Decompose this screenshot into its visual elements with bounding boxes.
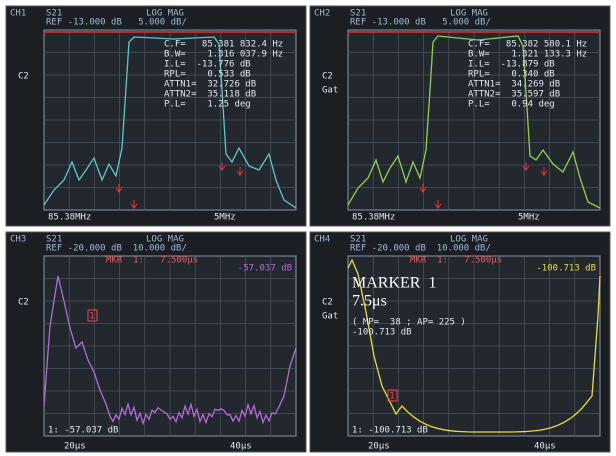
marker-arrow bbox=[434, 200, 442, 209]
trace bbox=[347, 35, 601, 209]
channel-label: CH2 bbox=[314, 9, 330, 19]
footer-label: 1: -100.713 dB bbox=[352, 426, 428, 436]
ref-label: REF -13.000 dB 5.000 dB/ bbox=[46, 18, 187, 28]
marker-big: MARKER 1 bbox=[352, 275, 436, 292]
format-label: LOG MAG bbox=[146, 235, 184, 245]
footer-label: 20μs bbox=[368, 442, 390, 452]
marker-box bbox=[387, 389, 398, 402]
footer-label: 85.38MHz bbox=[48, 213, 91, 223]
param-label: S21 bbox=[46, 9, 62, 19]
readout-line: B.W= 1.321 133.3 Hz bbox=[468, 50, 587, 60]
format-label: LOG MAG bbox=[450, 9, 488, 19]
marker-id: 1 bbox=[89, 312, 94, 322]
readout-line: ATTN2= 35.118 dB bbox=[164, 90, 256, 100]
readout-line: ATTN1= 34.269 dB bbox=[468, 80, 560, 90]
readout-line: P.L= 1.25 deg bbox=[164, 100, 251, 110]
readout-line: C.F= 85.382 580.1 Hz bbox=[468, 40, 587, 50]
side-label: Gat bbox=[322, 312, 338, 322]
readout-line: B.W= 1.316 037.9 Hz bbox=[164, 50, 283, 60]
readout-line: RPL= 0.533 dB bbox=[164, 70, 251, 80]
marker-arrow bbox=[130, 200, 138, 209]
ref-label: REF -20.000 dB 10.000 dB/ bbox=[350, 244, 491, 254]
footer-label: 5MHz bbox=[214, 213, 236, 223]
marker-box bbox=[87, 309, 98, 322]
side-label: C2 bbox=[18, 298, 29, 308]
side-label: C2 bbox=[18, 72, 29, 82]
readout-line: ATTN1= 32.726 dB bbox=[164, 80, 256, 90]
marker-value: -100.713 dB bbox=[536, 264, 596, 274]
marker-readout: MKR 1: 7.500μs bbox=[410, 256, 502, 266]
readout-line: P.L= 0.94 deg bbox=[468, 100, 555, 110]
trace bbox=[43, 36, 297, 209]
side-label: C2 bbox=[322, 72, 333, 82]
ref-label: REF -13.000 dB 5.000 dB/ bbox=[350, 18, 491, 28]
ref-label: REF -20.000 dB 10.000 dB/ bbox=[46, 244, 187, 254]
marker-arrow bbox=[540, 167, 548, 176]
param-label: S21 bbox=[350, 235, 366, 245]
readout-line: C.F= 85.381 832.4 Hz bbox=[164, 40, 283, 50]
footer-label: 40μs bbox=[230, 442, 252, 452]
param-label: S21 bbox=[350, 9, 366, 19]
marker-big: 7.5μs bbox=[352, 293, 387, 310]
footer-label: 5MHz bbox=[518, 213, 540, 223]
marker-readout: MKR 1: 7.500μs bbox=[106, 256, 198, 266]
format-label: LOG MAG bbox=[450, 235, 488, 245]
marker-arrow bbox=[522, 162, 530, 171]
marker-value: -57.037 dB bbox=[238, 264, 292, 274]
param-label: S21 bbox=[46, 235, 62, 245]
readout-line: RPL= 0.340 dB bbox=[468, 70, 555, 80]
side-label: C2 bbox=[322, 298, 333, 308]
footer-label: 1: -57.037 dB bbox=[48, 426, 118, 436]
readout-line: I.L= -13.879 dB bbox=[468, 60, 555, 70]
marker-arrow bbox=[236, 167, 244, 176]
readout-line: ATTN2= 35.597 dB bbox=[468, 90, 560, 100]
trace bbox=[43, 275, 297, 426]
marker-id: 1 bbox=[389, 392, 394, 402]
channel-label: CH3 bbox=[10, 235, 26, 245]
side-label: Gat bbox=[322, 86, 338, 96]
marker-arrow bbox=[218, 162, 226, 171]
channel-label: CH1 bbox=[10, 9, 26, 19]
channel-label: CH4 bbox=[314, 235, 330, 245]
readout-line: I.L= -13.776 dB bbox=[164, 60, 251, 70]
readout-line: ( MP= 38 ; AP= 225 ) bbox=[352, 318, 466, 328]
readout-line: -100.713 dB bbox=[352, 328, 412, 338]
marker-arrow bbox=[115, 184, 123, 193]
marker-arrow bbox=[419, 184, 427, 193]
trace bbox=[347, 258, 601, 433]
footer-label: 40μs bbox=[534, 442, 556, 452]
footer-label: 85.38MHz bbox=[352, 213, 395, 223]
format-label: LOG MAG bbox=[146, 9, 184, 19]
footer-label: 20μs bbox=[64, 442, 86, 452]
